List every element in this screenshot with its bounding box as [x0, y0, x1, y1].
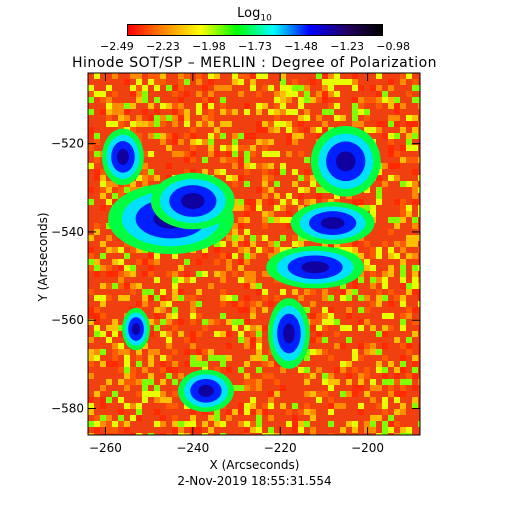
polarization-region [181, 193, 205, 209]
polarization-region [283, 323, 295, 344]
colorbar-tick-label: −2.49 [100, 40, 134, 53]
timestamp: 2-Nov-2019 18:55:31.554 [177, 474, 332, 488]
polarization-region [132, 323, 140, 336]
plot-title: Hinode SOT/SP – MERLIN : Degree of Polar… [71, 55, 438, 71]
polarization-region [301, 261, 329, 274]
axes: −260 −240 −220 −200 −520 −540 −560 −580 [51, 73, 420, 455]
polarization-region [117, 148, 129, 165]
colorbar-title: Log10 [237, 6, 272, 24]
x-axis-label: X (Arcseconds) [209, 458, 300, 472]
y-tick-label: −560 [51, 313, 84, 327]
y-tick-label: −580 [51, 402, 84, 416]
polarization-region [198, 384, 214, 397]
colorbar-tick-label: −2.23 [146, 40, 180, 53]
x-tick-label: −220 [264, 441, 297, 455]
colorbar-tick-label: −1.23 [330, 40, 364, 53]
plot-frame [87, 72, 421, 436]
polarization-region [335, 151, 356, 172]
polarization-region [320, 217, 345, 230]
colorbar [127, 24, 383, 36]
colorbar-tick-label: −1.73 [238, 40, 272, 53]
y-tick-label: −540 [51, 225, 84, 239]
colorbar-tick-label: −0.98 [376, 40, 410, 53]
y-axis-label: Y (Arcseconds) [36, 212, 50, 302]
x-tick-label: −240 [176, 441, 209, 455]
x-tick-label: −260 [89, 441, 122, 455]
colorbar-ticks: −2.49 −2.23 −1.98 −1.73 −1.48 −1.23 −0.98 [100, 40, 410, 53]
colorbar-tick-label: −1.48 [284, 40, 318, 53]
y-tick-label: −520 [51, 137, 84, 151]
polarization-map-image [88, 73, 420, 435]
colorbar-tick-label: −1.98 [192, 40, 226, 53]
x-tick-label: −200 [351, 441, 384, 455]
